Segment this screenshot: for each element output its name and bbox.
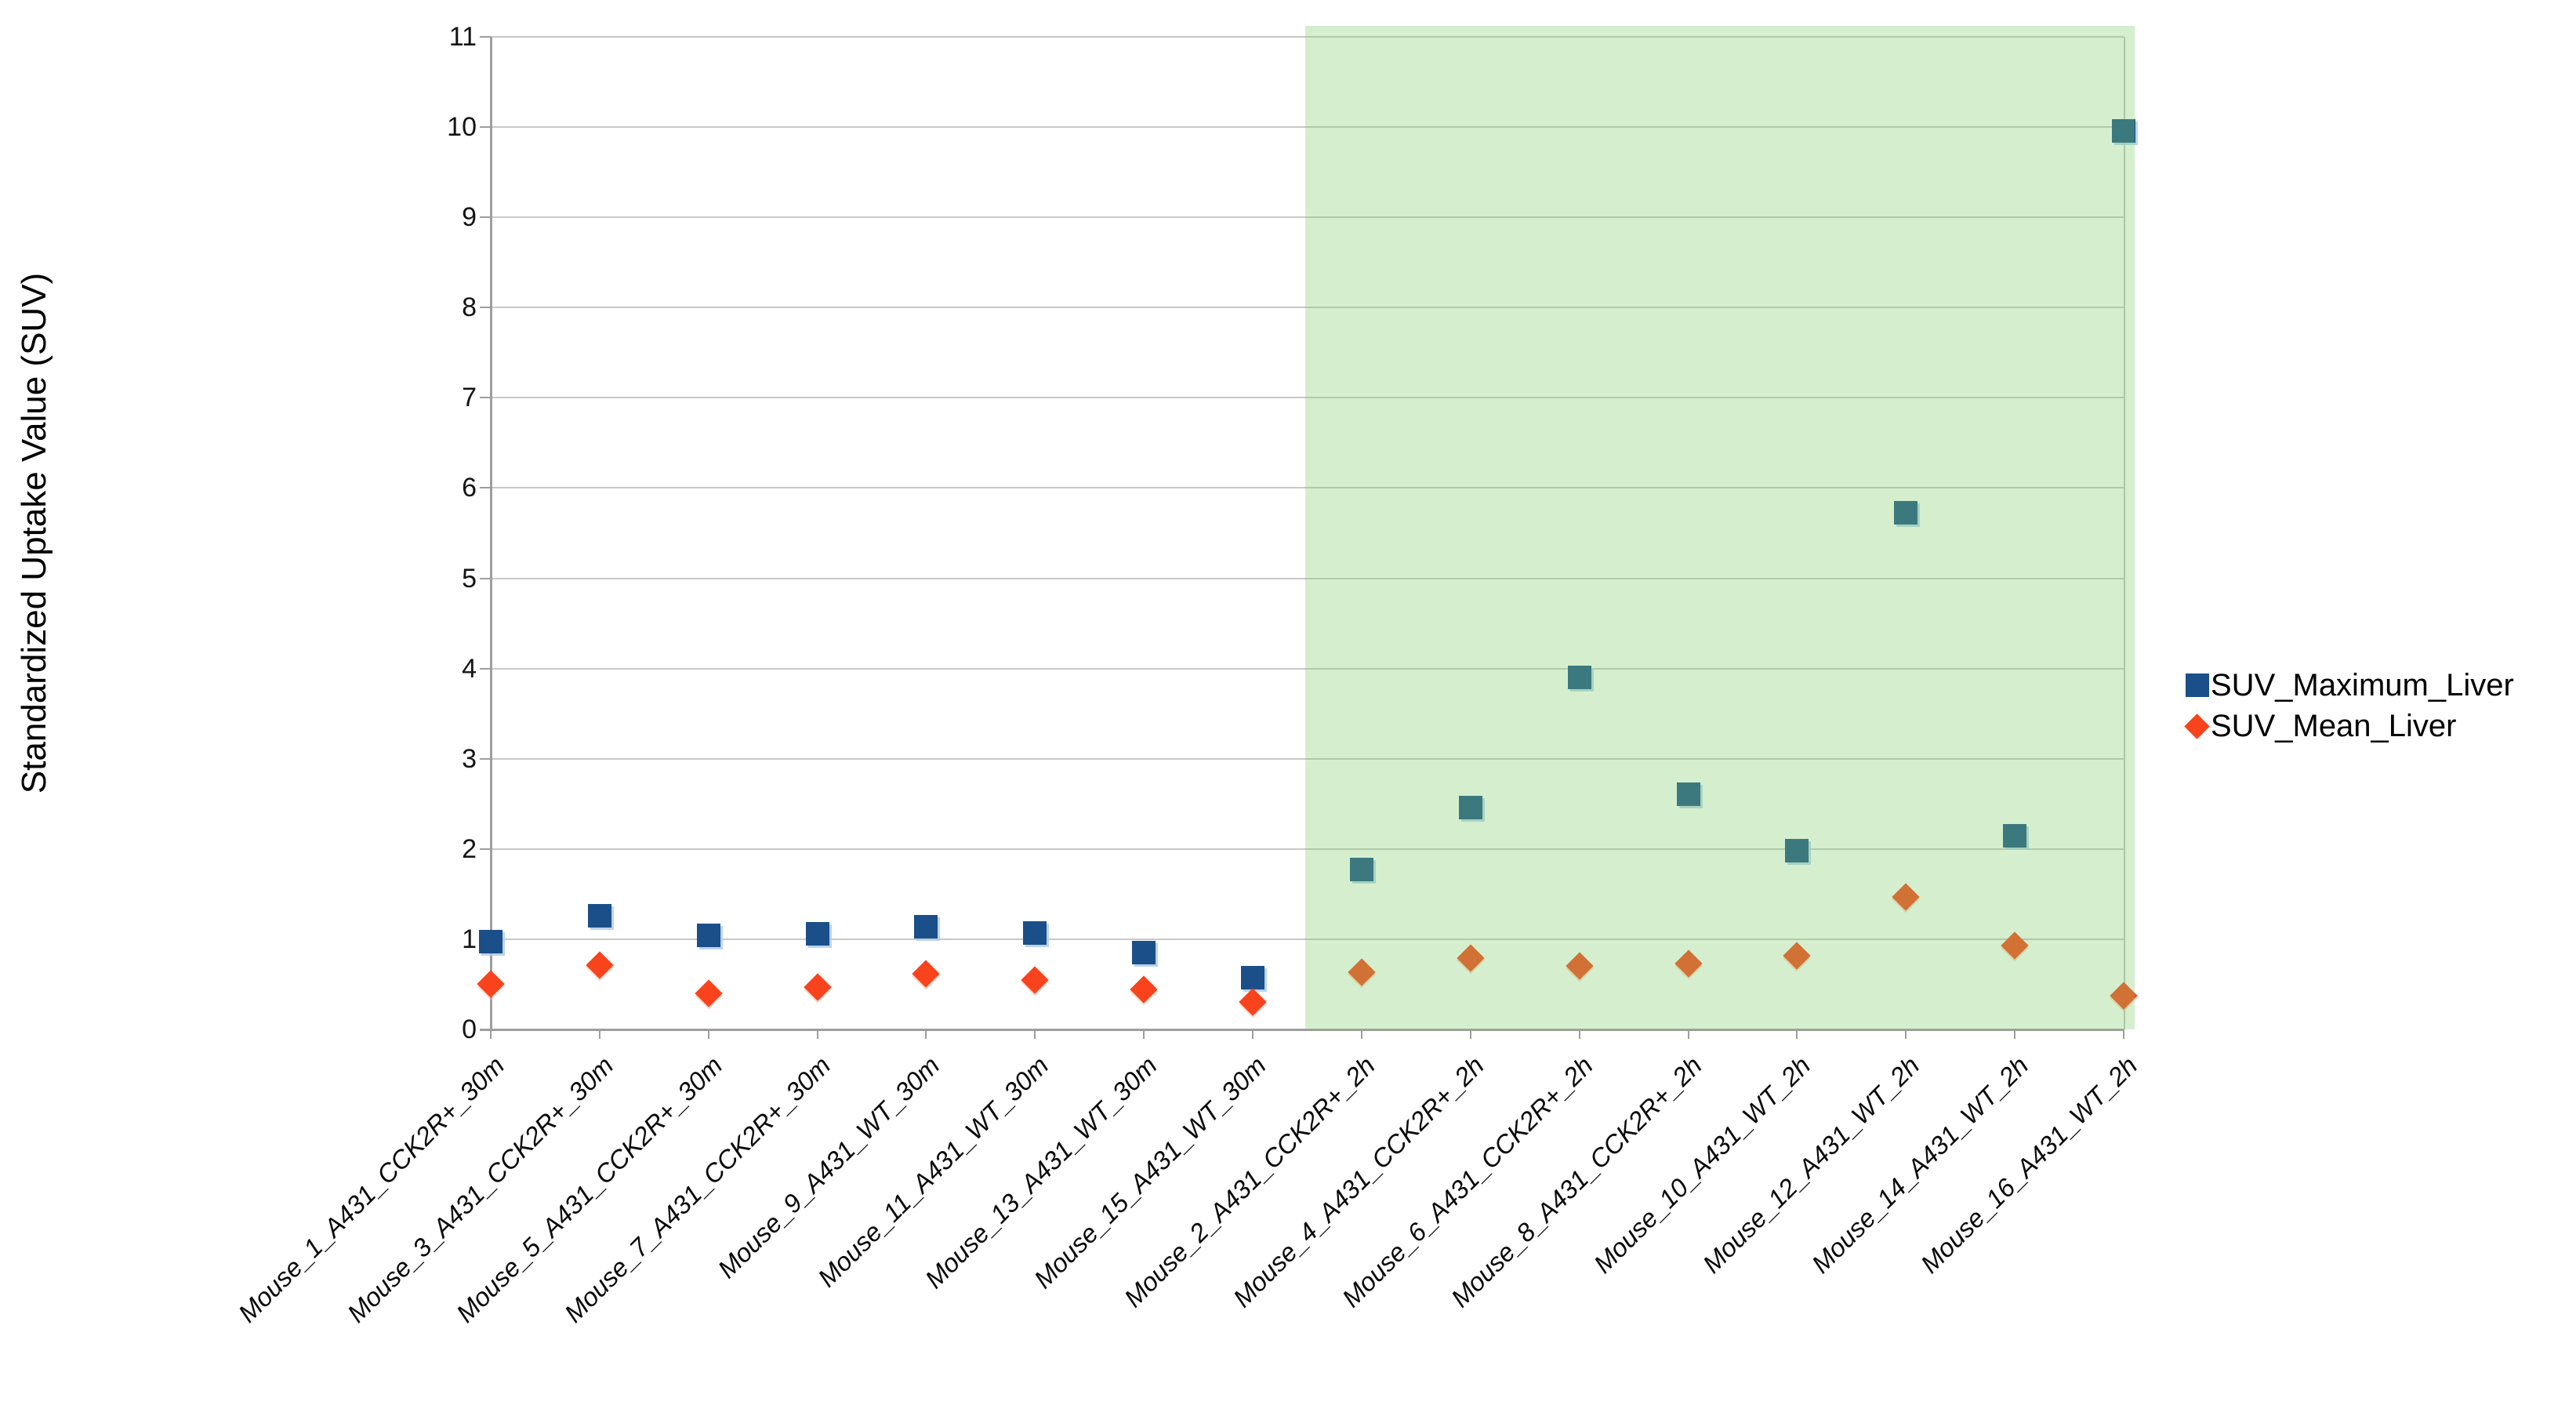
y-axis-tick — [480, 577, 491, 579]
data-point-square — [1349, 858, 1373, 882]
x-axis-tick — [1252, 1029, 1254, 1039]
y-axis-tick — [480, 126, 491, 129]
gridline-y2 — [491, 848, 2124, 850]
data-point-square — [1676, 782, 1700, 806]
legend-diamond-icon — [2184, 713, 2210, 739]
data-point-square — [1458, 795, 1482, 819]
y-tick-label: 8 — [462, 292, 477, 323]
data-point-square — [2003, 823, 2027, 848]
y-axis-line — [490, 37, 492, 1029]
x-axis-tick — [1360, 1029, 1362, 1039]
x-axis-line — [480, 1029, 2124, 1031]
legend-square-icon — [2186, 673, 2209, 697]
plot-right-border — [2124, 37, 2125, 1029]
x-axis-tick — [1143, 1029, 1145, 1039]
data-point-square — [1023, 920, 1047, 945]
data-point-square — [1567, 666, 1591, 690]
legend: SUV_Maximum_Liver SUV_Mean_Liver — [2184, 665, 2514, 746]
data-point-square — [805, 922, 829, 946]
y-axis-tick — [480, 757, 491, 760]
x-tick-label: Mouse_16_A431_WT_2h — [1914, 1051, 2143, 1279]
x-axis-tick — [1469, 1029, 1471, 1039]
legend-label-suv-mean: SUV_Mean_Liver — [2211, 708, 2457, 743]
x-tick-label: Mouse_14_A431_WT_2h — [1805, 1051, 2034, 1279]
x-axis-tick — [707, 1029, 709, 1039]
gridline-y11 — [491, 36, 2124, 38]
x-tick-label: Mouse_11_A431_WT_30m — [811, 1051, 1054, 1293]
x-axis-tick — [1687, 1029, 1689, 1039]
data-point-square — [587, 903, 611, 928]
x-tick-label: Mouse_13_A431_WT_30m — [920, 1051, 1163, 1294]
data-point-diamond — [912, 959, 941, 988]
data-point-diamond — [695, 979, 723, 1007]
x-tick-label: Mouse_10_A431_WT_2h — [1587, 1051, 1816, 1279]
data-point-square — [1785, 839, 1809, 863]
y-axis-title: Standardized Uptake Value (SUV) — [15, 272, 53, 794]
x-axis-tick — [490, 1029, 492, 1039]
y-axis-tick — [480, 667, 491, 670]
data-point-square — [696, 924, 720, 948]
data-point-square — [479, 930, 503, 954]
x-tick-label: Mouse_9_A431_WT_30m — [712, 1051, 945, 1284]
gridline-y5 — [491, 577, 2124, 579]
legend-item-suv-maximum: SUV_Maximum_Liver — [2186, 665, 2514, 706]
data-point-square — [1241, 966, 1265, 990]
data-point-square — [2112, 118, 2135, 143]
gridline-y6 — [491, 487, 2124, 489]
y-axis-tick — [480, 216, 491, 219]
highlight-band-2h-group — [1305, 26, 2135, 1029]
y-tick-label: 4 — [462, 653, 477, 684]
x-axis-tick — [1796, 1029, 1798, 1039]
y-tick-label: 7 — [462, 383, 477, 413]
data-point-diamond — [803, 973, 832, 1001]
y-tick-label: 11 — [448, 22, 477, 52]
legend-item-suv-mean: SUV_Mean_Liver — [2184, 706, 2514, 746]
y-tick-label: 3 — [462, 743, 477, 774]
x-tick-label: Mouse_15_A431_WT_30m — [1028, 1051, 1272, 1294]
y-tick-label: 2 — [462, 833, 477, 864]
data-point-diamond — [586, 951, 614, 979]
y-tick-label: 10 — [447, 112, 477, 143]
x-axis-tick — [1034, 1029, 1036, 1039]
x-axis-tick — [816, 1029, 818, 1039]
y-tick-label: 1 — [462, 924, 477, 954]
gridline-y10 — [491, 126, 2124, 129]
y-axis-tick — [480, 397, 491, 399]
y-tick-label: 6 — [462, 473, 477, 503]
x-axis-tick — [598, 1029, 600, 1039]
data-point-diamond — [477, 970, 505, 999]
x-axis-tick — [1578, 1029, 1580, 1039]
gridline-y4 — [491, 667, 2124, 670]
data-point-diamond — [1130, 975, 1158, 1004]
y-axis-tick — [480, 36, 491, 38]
y-axis-tick — [480, 848, 491, 850]
x-axis-tick — [1905, 1029, 1907, 1039]
x-axis-tick — [925, 1029, 927, 1039]
gridline-y7 — [491, 397, 2124, 399]
gridline-y3 — [491, 757, 2124, 760]
data-point-square — [914, 914, 938, 938]
y-axis-tick — [480, 307, 491, 309]
gridline-y8 — [491, 307, 2124, 309]
data-point-square — [1132, 941, 1156, 965]
x-axis-tick — [2123, 1029, 2124, 1039]
x-axis-tick — [2014, 1029, 2016, 1039]
y-axis-tick — [480, 487, 491, 489]
y-tick-label: 0 — [462, 1015, 477, 1044]
legend-label-suv-maximum: SUV_Maximum_Liver — [2211, 667, 2514, 702]
gridline-y1 — [491, 938, 2124, 940]
x-tick-label: Mouse_12_A431_WT_2h — [1696, 1051, 1925, 1279]
y-tick-label: 5 — [462, 563, 477, 594]
data-point-diamond — [1021, 966, 1050, 994]
gridline-y9 — [491, 216, 2124, 219]
data-point-diamond — [1239, 988, 1267, 1017]
y-tick-label: 9 — [462, 202, 477, 233]
data-point-square — [1894, 500, 1918, 525]
